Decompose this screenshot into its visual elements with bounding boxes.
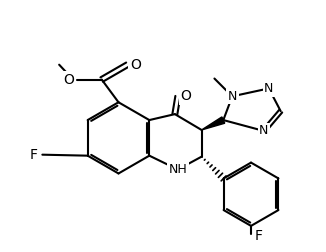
Text: N: N — [264, 82, 274, 95]
Text: N: N — [259, 124, 269, 137]
Text: F: F — [29, 148, 37, 162]
Text: NH: NH — [169, 163, 187, 176]
Text: O: O — [130, 58, 141, 72]
Text: N: N — [228, 90, 237, 103]
Polygon shape — [201, 117, 225, 130]
Text: F: F — [255, 229, 263, 243]
Text: O: O — [180, 89, 191, 103]
Text: O: O — [64, 73, 74, 86]
